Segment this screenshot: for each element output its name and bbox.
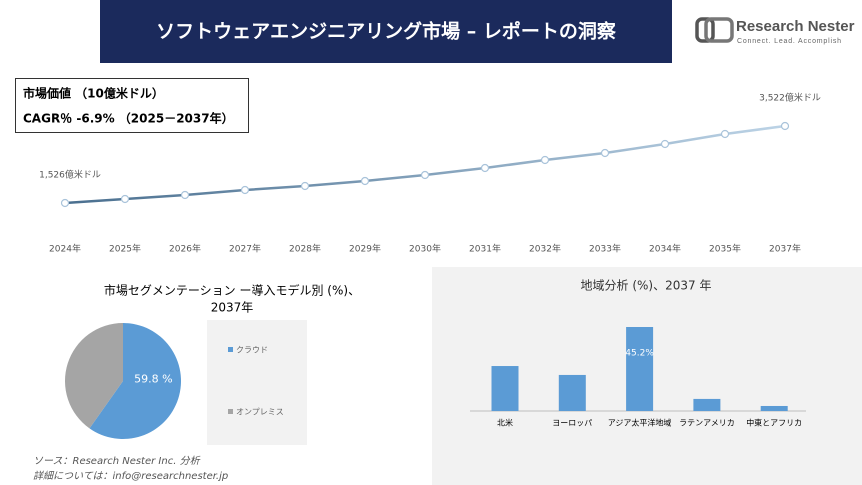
point <box>60 198 70 208</box>
point <box>240 185 250 195</box>
point <box>600 148 610 158</box>
x-tick-label: 中東とアフリカ <box>746 418 802 428</box>
x-tick-label: 2025年 <box>109 243 141 255</box>
point <box>420 170 430 180</box>
point <box>300 181 310 191</box>
legend-label: オンプレミス <box>236 408 284 417</box>
pie-title: 2037年 <box>211 301 254 315</box>
x-tick-label: 2027年 <box>229 243 261 255</box>
bar <box>760 405 788 411</box>
x-tick-label: 2024年 <box>49 243 81 255</box>
legend-swatch <box>228 347 233 352</box>
point <box>360 176 370 186</box>
cagr: CAGR％ -6.9% （2025－2037年） <box>23 111 234 126</box>
bar <box>491 366 519 411</box>
title-banner <box>100 0 672 63</box>
point <box>780 121 790 131</box>
point <box>540 155 550 165</box>
logo-tagline: Connect. Lead. Accomplish <box>737 38 842 45</box>
x-tick-label: 2037年 <box>769 243 801 255</box>
page-title: ソフトウェアエンジニアリング市場 – レポートの洞察 <box>156 20 617 43</box>
value-label: 45.2% <box>625 349 654 359</box>
x-tick-label: 2031年 <box>469 243 501 255</box>
x-tick-label: 2034年 <box>649 243 681 255</box>
bar <box>693 398 721 411</box>
pie-legend-box <box>207 320 307 445</box>
x-tick-label: 2030年 <box>409 243 441 255</box>
point <box>480 163 490 173</box>
x-tick-label: 2028年 <box>289 243 321 255</box>
x-tick-label: 2029年 <box>349 243 381 255</box>
market-value: 市場価値 （10億米ドル） <box>23 86 164 101</box>
point <box>120 194 130 204</box>
x-tick-label: 2035年 <box>709 243 741 255</box>
legend-label: クラウド <box>236 346 268 355</box>
x-tick-label: アジア太平洋地域 <box>608 418 672 428</box>
x-tick-label: 2033年 <box>589 243 621 255</box>
value-label: 59.8 % <box>134 373 172 386</box>
x-tick-label: ヨーロッパ <box>552 419 592 428</box>
value-label: 1,526億米ドル <box>39 169 101 181</box>
pie-slice <box>64 323 123 429</box>
source: ソース：Research Nester Inc. 分析 <box>33 455 201 467</box>
market-box <box>15 78 249 133</box>
value-label: 3,522億米ドル <box>759 92 821 104</box>
point <box>660 139 670 149</box>
bar-title: 地域分析 (%)、2037 年 <box>581 279 712 293</box>
logo-name: Research Nester <box>736 18 855 35</box>
x-tick-label: 2032年 <box>529 243 561 255</box>
line <box>64 124 786 205</box>
x-tick-label: 2026年 <box>169 243 201 255</box>
pie-title: 市場セグメンテーション ー導入モデル別 (%)、 <box>104 283 360 298</box>
x-tick-label: 北米 <box>497 418 513 428</box>
pie-slice <box>89 323 181 440</box>
logo: Research Nester Connect. Lead. Accomplis… <box>695 17 855 45</box>
legend-swatch <box>228 409 233 414</box>
bar <box>558 374 586 411</box>
x-tick-label: ラテンアメリカ <box>679 419 735 428</box>
bar <box>626 327 654 411</box>
point <box>180 190 190 200</box>
contact: 詳細については：info@researchnester.jp <box>33 470 228 482</box>
point <box>720 129 730 139</box>
